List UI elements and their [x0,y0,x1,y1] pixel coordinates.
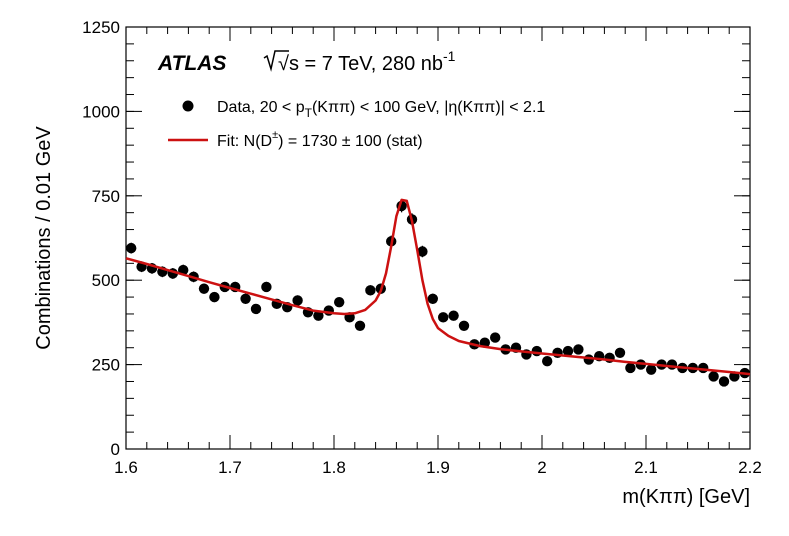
data-point [646,364,657,375]
energy-label: √s = 7 TeV, 280 nb-1 [263,48,456,75]
data-point [458,320,470,331]
legend-fit-superscript: ± [272,129,278,141]
data-point [334,296,345,308]
data-point [438,312,449,323]
data-point [198,283,210,294]
y-axis-title: Combinations / 0.01 GeV [33,126,55,350]
legend: Data, 20 < pT(Kππ) < 100 GeV, |η(Kππ)| <… [168,99,545,150]
y-tick-label: 500 [92,271,120,290]
y-tick-label: 250 [92,356,120,375]
legend-data-marker [182,100,194,112]
data-point [573,344,584,355]
legend-data-subscript: T [305,106,313,120]
data-point [666,359,678,370]
data-point [448,310,459,321]
error-bars [130,199,746,385]
y-tick-label: 0 [111,440,120,459]
legend-fit-label: Fit: N(D [217,133,272,150]
svg-text:Data, 20 < pT(Kππ) < 100 GeV,: Data, 20 < pT(Kππ) < 100 GeV, |η(Kππ)| <… [217,99,545,120]
x-tick-label: 1.8 [322,458,346,477]
y-tick-labels: 0 250 500 750 1000 1250 [82,18,120,459]
legend-data-label: Data, 20 < p [217,99,305,116]
data-point [614,347,626,358]
x-tick-labels: 1.6 1.7 1.8 1.9 2 2.1 2.2 [114,458,762,477]
svg-text:Fit: N(D±) = 1730 ± 100 (stat): Fit: N(D±) = 1730 ± 100 (stat) [217,129,423,150]
experiment-label: ATLAS [157,52,226,75]
data-point [625,362,636,374]
legend-data-label-rest: (Kππ) < 100 GeV, |η(Kππ)| < 2.1 [312,99,545,116]
y-tick-label: 750 [92,187,120,206]
plot-frame [125,26,751,450]
x-tick-label: 2.1 [634,458,658,477]
energy-text: √s = 7 TeV, 280 nb [278,53,443,75]
fit-curve [125,198,751,376]
data-point [718,376,730,387]
x-tick-label: 1.6 [114,458,138,477]
data-point [313,310,324,321]
y-tick-label: 1000 [82,102,120,121]
data-point [708,371,719,382]
x-tick-label: 2.2 [738,458,762,477]
data-point [126,242,137,254]
y-tick-label: 1250 [82,18,120,37]
energy-superscript: -1 [443,48,456,64]
sqrt-symbol [263,50,289,72]
x-tick-label: 1.9 [426,458,450,477]
x-tick-label: 1.7 [218,458,242,477]
data-point [261,281,272,293]
legend-fit-label-rest: ) = 1730 ± 100 (stat) [278,133,422,150]
data-point [562,345,574,357]
data-point [250,303,262,315]
data-point [292,295,303,306]
data-points [126,200,750,387]
axis-ticks [125,26,751,450]
x-axis-title: m(Kππ) [GeV] [622,486,750,508]
svg-text:√s = 7 TeV, 280 nb-1: √s = 7 TeV, 280 nb-1 [278,48,456,75]
data-point [365,285,376,296]
data-point [490,332,501,343]
data-point [209,291,220,303]
data-point [240,293,251,304]
x-tick-label: 2 [537,458,546,477]
data-point [354,320,366,331]
data-point [542,356,553,367]
data-point [417,246,428,257]
data-point [531,345,542,357]
data-point [427,293,438,304]
